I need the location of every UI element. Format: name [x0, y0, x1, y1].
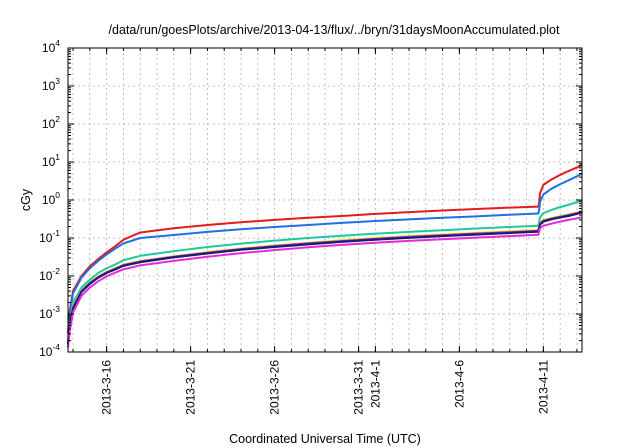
series-line-1	[67, 163, 583, 334]
series-line-7	[67, 216, 583, 348]
series-line-2	[67, 172, 583, 334]
x-axis-label: Coordinated Universal Time (UTC)	[229, 432, 421, 446]
y-axis: 10-4 10-3 10-2 10-1 100 101 102 103 104	[39, 38, 582, 359]
y-tick-label: 100	[42, 190, 60, 207]
x-axis: 2013-3-16 2013-3-21 2013-3-26 2013-3-31 2013…	[72, 48, 578, 415]
x-tick-label: 2013-4-1	[368, 360, 382, 408]
y-tick-label: 10-4	[39, 342, 60, 359]
grid	[68, 48, 582, 352]
x-tick-label: 2013-4-6	[452, 360, 466, 408]
x-tick-label: 2013-3-31	[352, 360, 366, 415]
series-line-4	[67, 210, 583, 343]
y-axis-label: cGy	[19, 188, 33, 211]
plot-lines	[67, 163, 583, 348]
y-tick-label: 10-3	[39, 304, 60, 321]
y-tick-label: 10-1	[39, 228, 60, 245]
y-tick-label: 10-2	[39, 266, 60, 283]
chart-title: /data/run/goesPlots/archive/2013-04-13/f…	[109, 23, 560, 37]
y-tick-label: 104	[42, 38, 60, 55]
series-line-3	[67, 199, 583, 341]
y-tick-label: 103	[42, 76, 60, 93]
y-tick-label: 102	[42, 114, 60, 131]
x-tick-label: 2013-3-21	[184, 360, 198, 415]
x-tick-label: 2013-3-16	[100, 360, 114, 415]
y-tick-label: 101	[42, 152, 60, 169]
series-line-6	[67, 211, 583, 345]
x-tick-label: 2013-3-26	[268, 360, 282, 415]
x-tick-label: 2013-4-11	[536, 360, 550, 414]
